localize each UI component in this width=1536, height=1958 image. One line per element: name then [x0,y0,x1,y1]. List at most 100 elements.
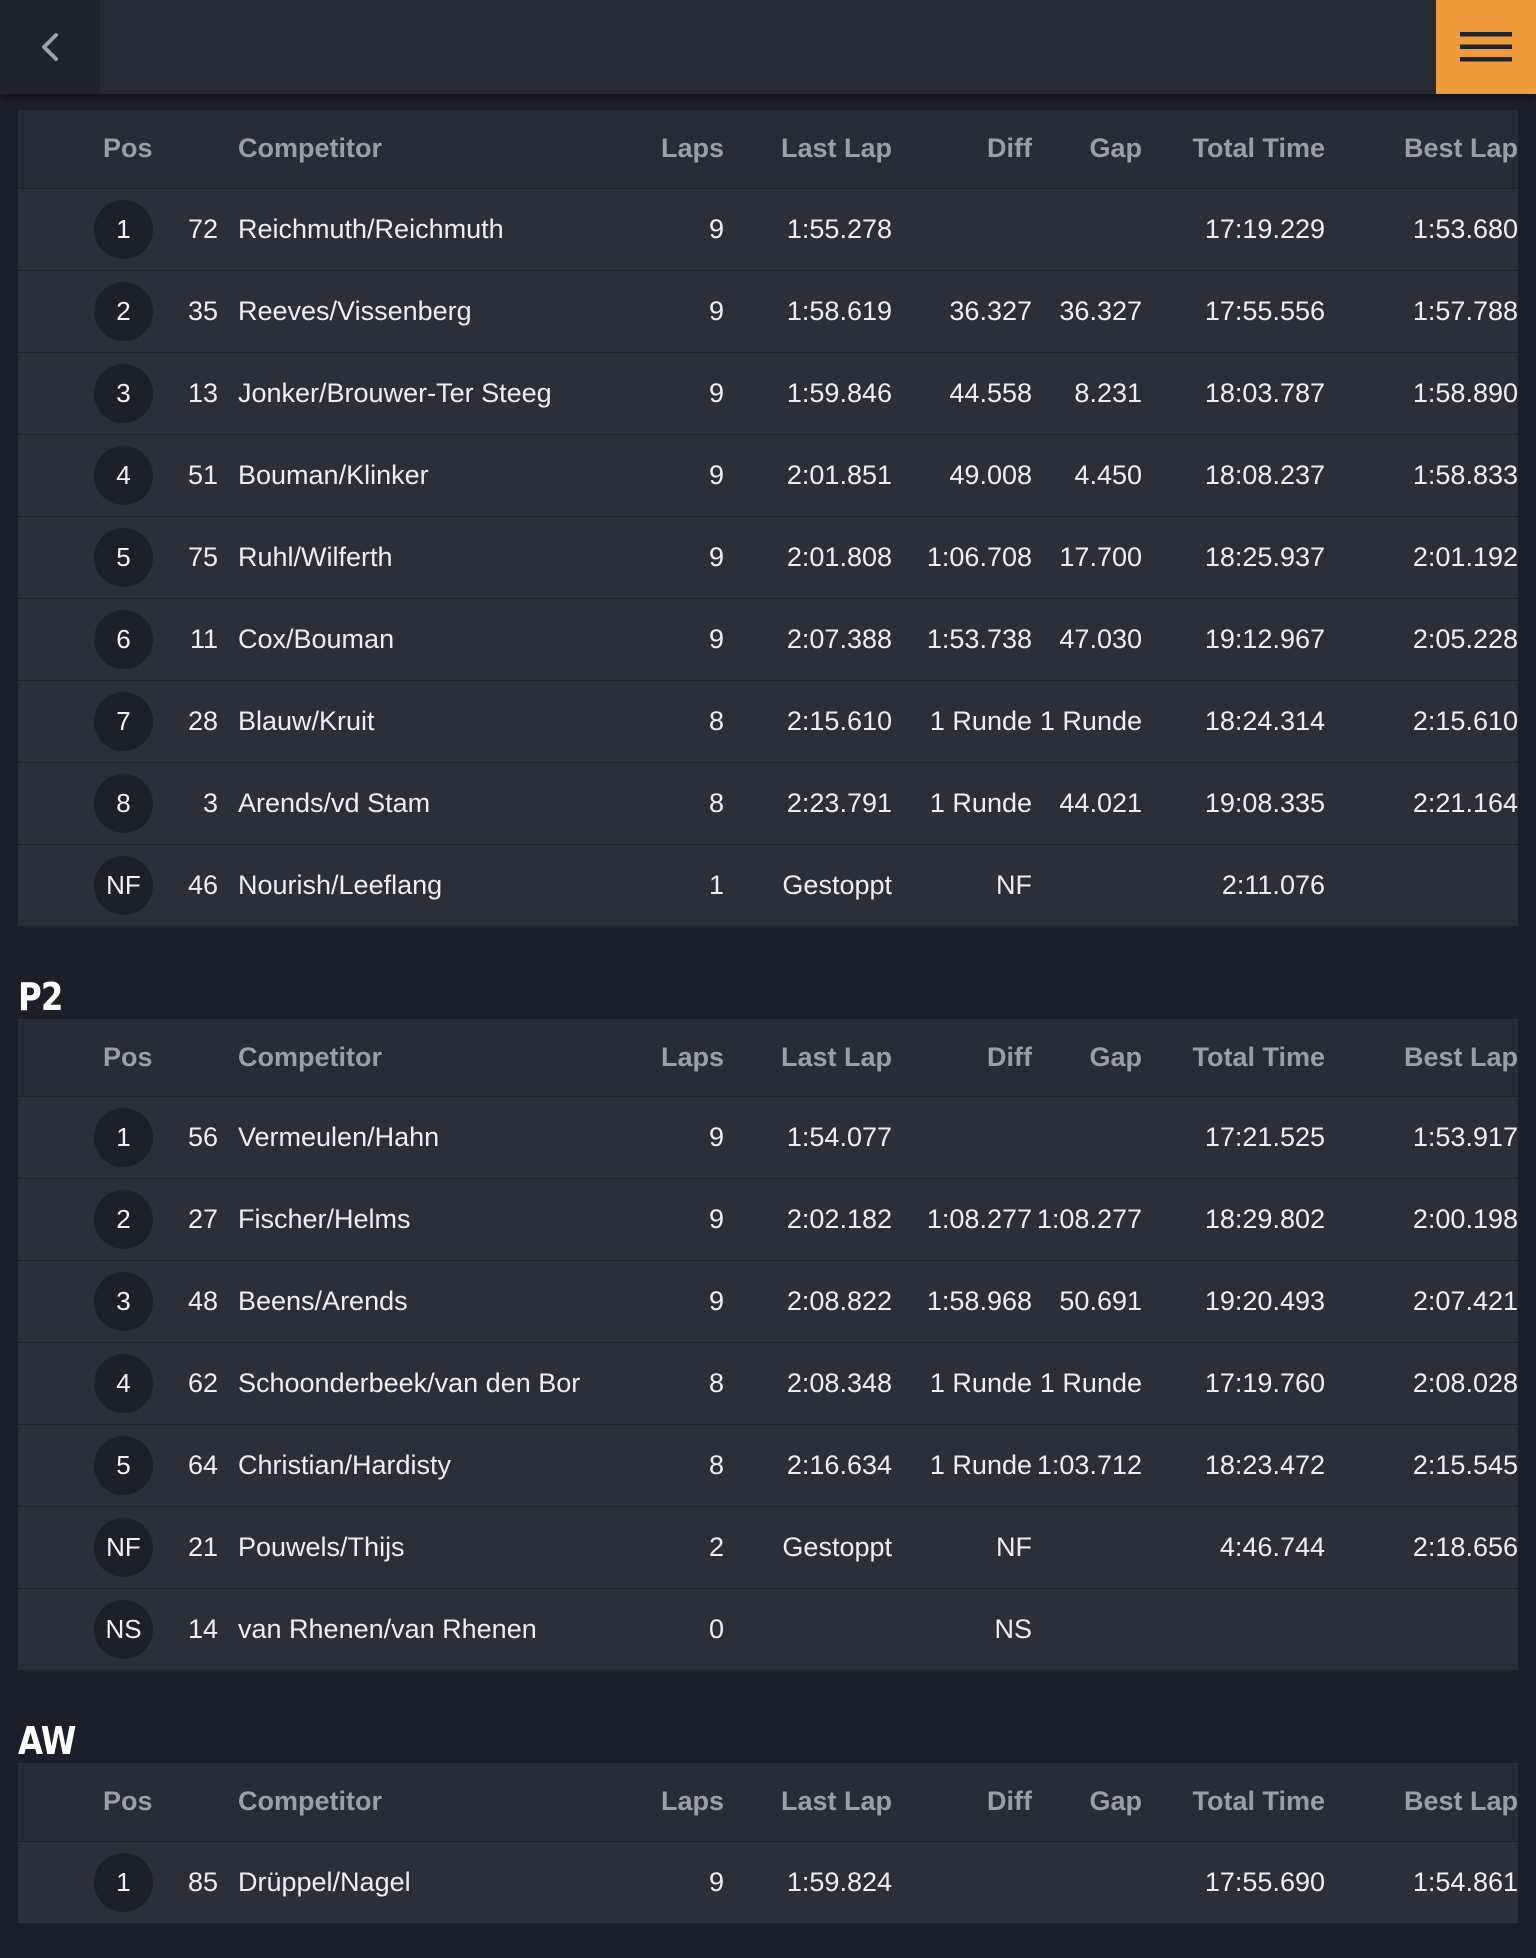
gap-cell [1032,1097,1142,1179]
total-cell: 2:11.076 [1221,869,1325,900]
position-cell: 8 [18,762,168,844]
top-bar [0,0,1536,94]
column-header-diff[interactable]: Diff [987,133,1032,164]
gap-cell: 50.691 [1059,1286,1142,1316]
position-badge: 2 [94,1190,153,1249]
column-header-pos[interactable]: Pos [103,133,153,164]
column-header-total[interactable]: Total Time [1192,133,1325,164]
last-lap-cell: 2:08.348 [786,1368,892,1398]
position-badge: 1 [94,1108,153,1167]
gap-cell: 1:08.277 [1036,1204,1142,1234]
laps-cell: 9 [708,1204,724,1234]
position-cell: 4 [18,434,168,516]
laps-cell: 9 [708,1866,724,1897]
table-row[interactable]: 7 28 Blauw/Kruit 8 2:15.610 1 Runde 1 Runde 18:… [18,680,1518,762]
laps-cell: 2 [708,1532,724,1562]
gap-cell: 44.021 [1059,787,1142,818]
position-badge: 5 [94,527,153,587]
section-title-text: AW [18,1719,76,1763]
position-badge: 8 [94,773,153,833]
column-header-laps[interactable]: Laps [660,1041,724,1072]
diff-cell: 1 Runde [929,705,1032,736]
section-title: AW [18,1687,1518,1763]
gap-cell [1032,1589,1142,1671]
last-lap-cell: 2:08.822 [786,1286,892,1316]
last-lap-cell: Gestoppt [782,869,892,900]
diff-cell: NF [996,1532,1032,1562]
table-row[interactable]: 1 85 Drüppel/Nagel 9 1:59.824 17:55.690 1:54.8… [18,1841,1518,1923]
laps-cell: 9 [708,541,724,572]
diff-cell: NF [996,869,1032,900]
table-row[interactable]: 5 64 Christian/Hardisty 8 2:16.634 1 Runde 1:0… [18,1424,1518,1507]
table-row[interactable]: 4 51 Bouman/Klinker 9 2:01.851 49.008 4.450 18:… [18,434,1518,516]
best-cell: 1:57.788 [1412,295,1518,326]
num-cell: 14 [187,1614,218,1644]
competitor-cell: Cox/Bouman [238,623,395,654]
diff-cell: 1 Runde [929,1368,1032,1398]
laps-cell: 9 [708,377,724,408]
column-header-diff[interactable]: Diff [987,1041,1032,1072]
competitor-cell: Blauw/Kruit [238,705,375,736]
position-badge: 5 [94,1436,153,1495]
table-row[interactable]: 1 72 Reichmuth/Reichmuth 9 1:55.278 17:19.229… [18,188,1518,270]
column-header-gap[interactable]: Gap [1089,133,1142,164]
column-header-diff[interactable]: Diff [987,1786,1032,1817]
column-header-best[interactable]: Best Lap [1403,1786,1518,1817]
table-row[interactable]: NS 14 van Rhenen/van Rhenen 0 NS [18,1588,1518,1671]
column-header-last-lap[interactable]: Last Lap [780,133,892,164]
last-lap-cell: 2:16.634 [786,1450,892,1480]
laps-cell: 9 [708,1286,724,1316]
table-row[interactable]: 3 48 Beens/Arends 9 2:08.822 1:58.968 50.691 19… [18,1260,1518,1343]
table-row[interactable]: 5 75 Ruhl/Wilferth 9 2:01.808 1:06.708 17.700 1… [18,516,1518,598]
last-lap-cell: 2:15.610 [786,705,892,736]
position-cell: 4 [18,1343,168,1425]
diff-cell [892,1841,1032,1923]
menu-button[interactable] [1436,0,1536,94]
results-table: Pos Competitor Laps Last Lap Diff Gap Total Ti… [18,1018,1518,1671]
gap-cell: 36.327 [1059,295,1142,326]
table-row[interactable]: 6 11 Cox/Bouman 9 2:07.388 1:53.738 47.030 19:1… [18,598,1518,680]
diff-cell: 1:58.968 [926,1286,1032,1316]
competitor-cell: Jonker/Brouwer-Ter Steeg [238,377,552,408]
column-header-spacer [168,1763,228,1841]
competitor-cell: Reeves/Vissenberg [238,295,472,326]
last-lap-cell: 2:23.791 [786,787,892,818]
column-header-competitor[interactable]: Competitor [238,133,382,164]
table-row[interactable]: 1 56 Vermeulen/Hahn 9 1:54.077 17:21.525 1:53.… [18,1096,1518,1179]
num-cell: 27 [187,1204,218,1234]
column-header-total[interactable]: Total Time [1192,1786,1325,1817]
column-header-pos[interactable]: Pos [103,1786,153,1817]
column-header-gap[interactable]: Gap [1089,1786,1142,1817]
table-row[interactable]: 2 27 Fischer/Helms 9 2:02.182 1:08.277 1:08.27… [18,1178,1518,1261]
total-cell: 19:20.493 [1204,1286,1325,1316]
column-header-total[interactable]: Total Time [1192,1041,1325,1072]
competitor-cell: Ruhl/Wilferth [238,541,393,572]
table-row[interactable]: 8 3 Arends/vd Stam 8 2:23.791 1 Runde 44.021 19… [18,762,1518,844]
total-cell: 17:55.556 [1204,295,1325,326]
best-cell: 1:58.890 [1412,377,1518,408]
best-cell: 2:21.164 [1412,787,1518,818]
column-header-competitor[interactable]: Competitor [238,1041,382,1072]
position-cell: 1 [18,1097,168,1179]
table-header-row: Pos Competitor Laps Last Lap Diff Gap Total Ti… [18,1018,1518,1097]
column-header-laps[interactable]: Laps [660,1786,724,1817]
diff-cell: 44.558 [949,377,1032,408]
column-header-last-lap[interactable]: Last Lap [780,1041,892,1072]
table-row[interactable]: NF 21 Pouwels/Thijs 2 Gestoppt NF 4:46.744 2:18… [18,1506,1518,1589]
table-row[interactable]: NF 46 Nourish/Leeflang 1 Gestoppt NF 2:11.076 [18,844,1518,926]
column-header-best[interactable]: Best Lap [1403,133,1518,164]
table-row[interactable]: 2 35 Reeves/Vissenberg 9 1:58.619 36.327 36.32… [18,270,1518,352]
column-header-best[interactable]: Best Lap [1403,1041,1518,1072]
total-cell: 17:19.760 [1204,1368,1325,1398]
gap-cell: 8.231 [1074,377,1142,408]
column-header-laps[interactable]: Laps [660,133,724,164]
column-header-last-lap[interactable]: Last Lap [780,1786,892,1817]
table-row[interactable]: 3 13 Jonker/Brouwer-Ter Steeg 9 1:59.846 44.5… [18,352,1518,434]
column-header-competitor[interactable]: Competitor [238,1786,382,1817]
column-header-gap[interactable]: Gap [1089,1041,1142,1072]
back-button[interactable] [0,0,100,94]
column-header-pos[interactable]: Pos [103,1041,153,1072]
position-badge: 1 [94,1852,153,1912]
table-row[interactable]: 4 62 Schoonderbeek/van den Bor 8 2:08.348 1 R… [18,1342,1518,1425]
laps-cell: 9 [708,213,724,244]
